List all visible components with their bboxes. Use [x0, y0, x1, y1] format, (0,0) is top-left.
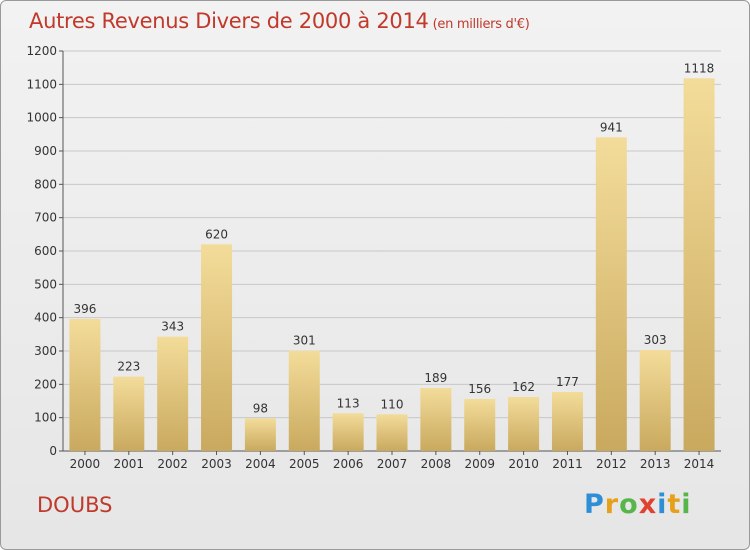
x-tick-label: 2007 — [377, 457, 408, 471]
x-tick-label: 2012 — [596, 457, 627, 471]
x-tick-label: 2009 — [464, 457, 495, 471]
y-tick-label: 600 — [34, 244, 57, 258]
y-tick-label: 700 — [34, 211, 57, 225]
y-tick-label: 800 — [34, 177, 57, 191]
data-label: 177 — [556, 375, 579, 389]
x-tick-label: 2003 — [201, 457, 232, 471]
bar — [639, 350, 671, 451]
y-tick-label: 300 — [34, 344, 57, 358]
bar — [508, 397, 540, 451]
bar — [201, 244, 233, 451]
x-tick-label: 2002 — [157, 457, 188, 471]
bar — [683, 78, 715, 451]
x-tick-label: 2008 — [421, 457, 452, 471]
bar — [113, 376, 145, 451]
x-tick-label: 2005 — [289, 457, 320, 471]
y-tick-label: 100 — [34, 411, 57, 425]
data-label: 162 — [512, 380, 535, 394]
data-label: 189 — [424, 371, 447, 385]
bar — [595, 137, 627, 452]
data-label: 1118 — [684, 61, 715, 75]
data-label: 156 — [468, 382, 491, 396]
data-label: 620 — [205, 227, 228, 241]
y-tick-label: 1000 — [26, 111, 57, 125]
data-label: 223 — [117, 360, 140, 374]
y-tick-label: 500 — [34, 277, 57, 291]
bar — [420, 388, 452, 451]
bar — [157, 336, 189, 451]
data-label: 98 — [253, 401, 268, 415]
x-tick-label: 2001 — [114, 457, 145, 471]
bar — [376, 414, 408, 451]
y-tick-label: 1100 — [26, 77, 57, 91]
chart-subtitle: (en milliers d'€) — [432, 17, 530, 32]
data-label: 343 — [161, 320, 184, 334]
chart-title-text: Autres Revenus Divers de 2000 à 2014 — [29, 9, 429, 33]
y-tick-label: 1200 — [26, 44, 57, 58]
x-tick-label: 2000 — [70, 457, 101, 471]
y-tick-label: 0 — [49, 444, 57, 458]
data-label: 396 — [73, 302, 96, 316]
x-tick-label: 2013 — [640, 457, 671, 471]
bar — [244, 418, 276, 451]
data-label: 113 — [337, 396, 360, 410]
bar — [288, 350, 320, 451]
y-tick-label: 400 — [34, 311, 57, 325]
bar — [551, 392, 583, 451]
y-tick-label: 900 — [34, 144, 57, 158]
x-tick-label: 2010 — [508, 457, 539, 471]
data-label: 941 — [600, 120, 623, 134]
x-tick-label: 2011 — [552, 457, 583, 471]
data-label: 301 — [293, 334, 316, 348]
bar — [464, 399, 496, 451]
bar — [69, 319, 101, 451]
bar — [332, 413, 364, 451]
y-tick-label: 200 — [34, 377, 57, 391]
chart-title: Autres Revenus Divers de 2000 à 2014 (en … — [29, 9, 530, 33]
x-tick-label: 2014 — [684, 457, 715, 471]
x-tick-label: 2006 — [333, 457, 364, 471]
data-label: 303 — [644, 333, 667, 347]
proxiti-logo: Proxiti — [584, 489, 692, 520]
data-label: 110 — [381, 397, 404, 411]
x-tick-label: 2004 — [245, 457, 276, 471]
region-label: DOUBS — [37, 493, 113, 517]
